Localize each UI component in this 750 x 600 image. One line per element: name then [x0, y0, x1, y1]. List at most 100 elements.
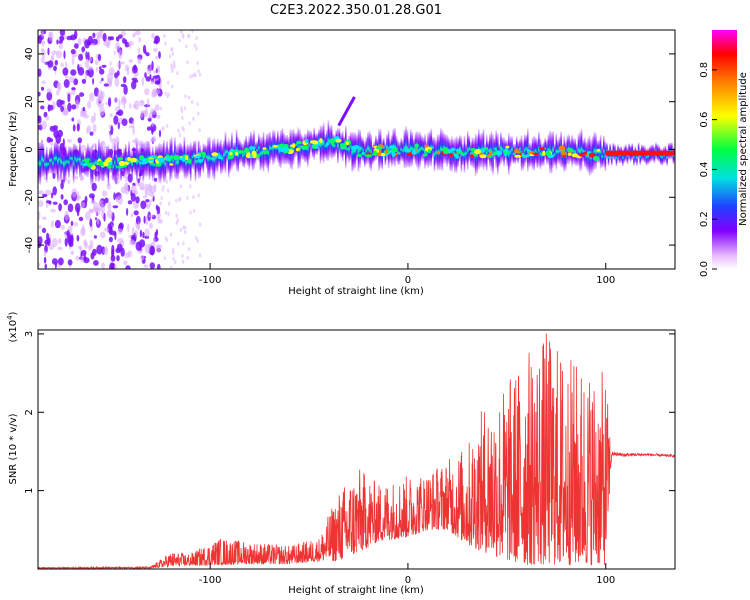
noise-blob — [172, 247, 175, 252]
noise-blob — [147, 185, 153, 192]
band-hotspot — [252, 153, 257, 159]
noise-blob — [80, 249, 87, 256]
noise-blob — [70, 220, 74, 227]
band-hotspot — [361, 151, 365, 155]
noise-blob — [128, 234, 132, 239]
noise-blob — [133, 64, 137, 71]
band-hotspot — [443, 150, 449, 154]
band-hotspot — [155, 163, 162, 167]
noise-blob — [134, 229, 138, 238]
noise-blob — [175, 198, 178, 203]
band-column — [454, 137, 456, 173]
noise-blob — [58, 42, 63, 50]
band-column — [308, 130, 311, 160]
noise-blob — [95, 66, 99, 72]
band-column — [544, 137, 546, 160]
noise-blob — [100, 140, 104, 147]
band-hotspot — [283, 144, 289, 148]
band-column — [403, 129, 406, 169]
noise-blob — [163, 256, 167, 261]
noise-blob — [158, 129, 162, 138]
band-column — [74, 143, 76, 174]
band-column — [419, 132, 421, 167]
snr-yscale-label: (x104) — [6, 311, 19, 342]
noise-blob — [81, 224, 85, 235]
noise-blob — [167, 80, 170, 85]
band-column — [185, 146, 187, 179]
noise-blob — [76, 197, 80, 202]
band-hotspot — [340, 143, 347, 148]
noise-blob — [155, 55, 159, 60]
band-column — [76, 145, 78, 176]
noise-blob — [105, 39, 111, 49]
band-column — [223, 140, 225, 170]
noise-blob — [123, 260, 128, 266]
band-column — [110, 150, 113, 174]
noise-blob — [111, 265, 115, 269]
noise-blob — [87, 65, 93, 71]
noise-blob — [101, 262, 105, 269]
noise-blob — [181, 253, 184, 258]
noise-blob — [54, 59, 58, 66]
band-column — [500, 132, 502, 165]
noise-blob — [127, 200, 133, 205]
band-column — [435, 139, 437, 166]
noise-blob — [144, 228, 150, 237]
noise-blob — [144, 88, 150, 96]
noise-blob — [161, 187, 164, 192]
band-column — [193, 140, 195, 171]
noise-blob — [87, 51, 90, 61]
snr-series-line — [38, 333, 675, 569]
snr-xlabel: Height of straight line (km) — [288, 585, 424, 596]
band-column — [566, 135, 569, 165]
band-hotspot — [263, 150, 270, 154]
snr-ylabel: SNR (10 * v/v) — [8, 413, 19, 484]
band-hotspot — [149, 158, 154, 162]
band-column — [322, 122, 325, 164]
band-hotspot — [169, 163, 174, 166]
band-column — [191, 145, 194, 169]
band-column — [574, 138, 577, 166]
band-column — [604, 141, 607, 171]
noise-blob — [51, 237, 58, 248]
noise-blob — [156, 65, 161, 74]
band-column — [234, 141, 236, 165]
chart-title: C2E3.2022.350.01.28.G01 — [270, 3, 442, 18]
noise-blob — [140, 109, 144, 119]
band-hotspot — [571, 153, 578, 158]
noise-blob — [71, 87, 76, 91]
band-hotspot — [182, 158, 186, 163]
noise-blob — [92, 123, 97, 133]
band-hotspot — [592, 155, 600, 161]
noise-blob — [167, 212, 170, 216]
band-column — [487, 141, 490, 161]
band-column — [44, 152, 46, 177]
noise-blob — [149, 245, 155, 256]
noise-blob — [131, 226, 135, 236]
noise-blob — [54, 219, 61, 229]
band-column — [405, 126, 407, 168]
band-column — [278, 135, 281, 167]
band-column — [523, 134, 526, 167]
band-hotspot — [244, 147, 250, 153]
noise-blob — [183, 230, 187, 234]
band-column — [177, 144, 179, 180]
noise-blob — [195, 36, 198, 41]
band-column — [114, 143, 116, 182]
band-hotspot — [488, 154, 492, 159]
band-column — [226, 141, 228, 162]
noise-blob — [142, 195, 148, 199]
noise-blob — [92, 248, 97, 256]
noise-blob — [57, 246, 63, 251]
band-hotspot — [325, 142, 329, 146]
noise-blob — [38, 115, 42, 124]
band-column — [489, 134, 491, 167]
band-column — [52, 150, 54, 177]
noise-blob — [156, 114, 161, 119]
noise-blob — [149, 63, 152, 74]
noise-blob — [62, 67, 69, 76]
noise-blob — [155, 229, 159, 236]
noise-blob — [107, 223, 112, 233]
noise-blob — [196, 238, 199, 243]
band-column — [256, 140, 258, 160]
